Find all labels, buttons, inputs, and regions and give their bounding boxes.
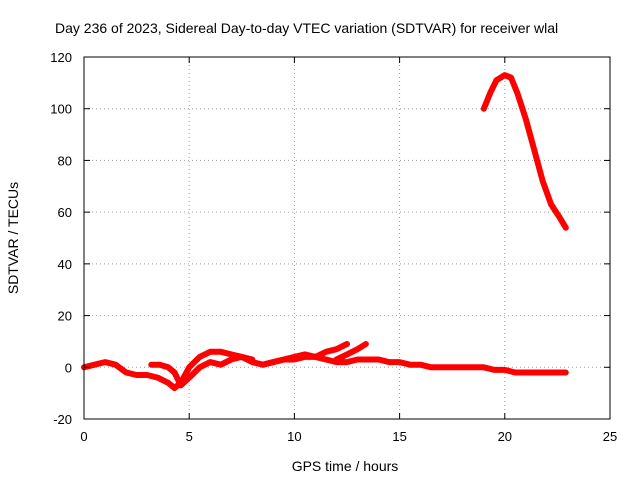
series-line-trace-4 [333, 341, 369, 363]
series-line-trace-2 [148, 353, 256, 389]
series-line-trace-3 [259, 353, 569, 376]
x-tick-label: 0 [80, 429, 87, 444]
y-tick-label: -20 [53, 412, 72, 427]
x-axis-label: GPS time / hours [292, 458, 399, 474]
axis-ticks: 0 5 10 15 20 25 -20 0 20 40 60 80 100 120 [50, 50, 617, 444]
chart-title: Day 236 of 2023, Sidereal Day-to-day VTE… [55, 20, 558, 36]
grid [84, 57, 610, 419]
x-tick-label: 5 [186, 429, 193, 444]
data-series [81, 72, 569, 391]
y-tick-label: 40 [58, 257, 72, 272]
y-tick-label: 120 [50, 50, 72, 65]
x-tick-label: 20 [498, 429, 512, 444]
y-axis-label: SDTVAR / TECUs [5, 182, 21, 294]
plot-frame [83, 56, 611, 420]
series-line-trace-5 [480, 72, 569, 231]
y-tick-label: 60 [58, 205, 72, 220]
x-tick-label: 15 [392, 429, 406, 444]
y-tick-label: 20 [58, 309, 72, 324]
x-tick-label: 10 [287, 429, 301, 444]
x-tick-label: 25 [603, 429, 617, 444]
y-tick-label: 100 [50, 102, 72, 117]
y-tick-label: 0 [65, 360, 72, 375]
y-tick-label: 80 [58, 153, 72, 168]
